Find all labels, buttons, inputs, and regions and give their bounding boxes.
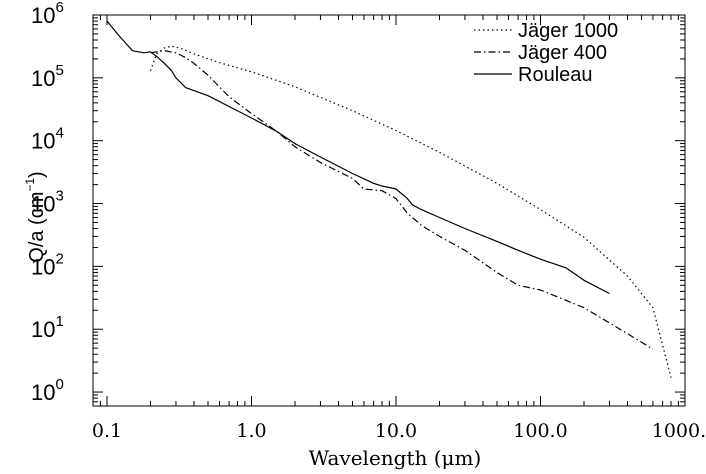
y-tick-labels: 100 101 102 103 104 105 106 [31,0,64,405]
series-line-2 [150,50,654,350]
y-tick-label: 104 [31,125,64,154]
y-axis-label-main: Q/a (cm [26,192,48,263]
legend-label: Jäger 400 [518,42,607,64]
y-axis-label: Q/a (cm−1) [23,171,48,262]
tick-marks [92,14,686,407]
plot-frame [92,14,686,407]
y-tick-label: 100 [31,376,64,405]
x-tick-label: 10.0 [375,420,417,442]
x-tick-label: 1000.0 [652,420,706,442]
series-line-3 [106,20,610,295]
svg-text:Q/a (cm−1): Q/a (cm−1) [23,171,48,262]
x-tick-label: 0.1 [92,420,122,442]
y-axis-label-exp: −1 [23,178,37,192]
series-line-1 [149,45,672,378]
series-layer [106,20,672,378]
x-tick-label: 1.0 [236,420,266,442]
y-tick-label: 103 [31,188,64,217]
legend-label: Rouleau [518,64,593,86]
x-tick-label: 100.0 [513,420,567,442]
y-tick-label: 105 [31,62,64,91]
y-axis-label-close: ) [26,171,48,178]
y-tick-label: 101 [31,313,64,342]
y-tick-label: 102 [31,250,64,279]
legend-label: Jäger 1000 [518,20,618,42]
y-tick-label: 106 [31,0,64,28]
x-axis-label: Wavelength (μm) [309,446,482,470]
x-tick-labels: 0.1 1.0 10.0 100.0 1000.0 [92,420,706,442]
